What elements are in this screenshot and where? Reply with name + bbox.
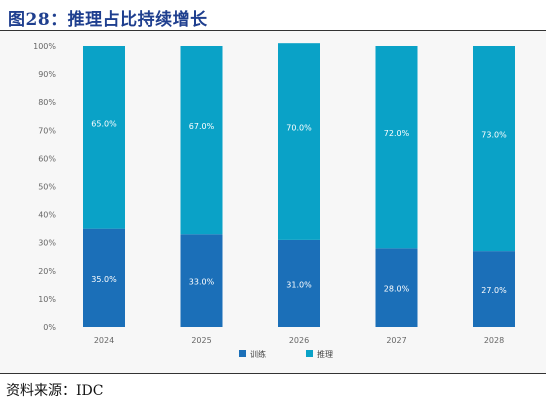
bar-segment-training [473, 251, 515, 327]
y-tick-label: 60% [38, 154, 56, 163]
bar-segment-training [375, 248, 418, 327]
bar-segment-training [278, 239, 320, 327]
data-label: 73.0% [481, 131, 507, 140]
y-tick-label: 20% [38, 267, 56, 276]
data-label: 28.0% [384, 285, 410, 294]
legend-swatch [306, 350, 313, 357]
bar-segment-inference [375, 46, 418, 249]
y-tick-label: 100% [33, 42, 56, 51]
data-label: 31.0% [286, 280, 312, 289]
source-note: 资料来源：IDC [6, 383, 104, 399]
bar-segment-inference [473, 46, 515, 252]
bottom-divider [0, 373, 546, 374]
data-label: 65.0% [91, 119, 117, 128]
data-label: 27.0% [481, 286, 507, 295]
x-tick-label: 2025 [191, 336, 211, 345]
x-tick-label: 2027 [386, 336, 406, 345]
y-tick-label: 0% [43, 323, 56, 332]
chart-area: 0% 10% 20% 30% 40% 50% 60% 70% 80% 90% 100% 35.0% 65… [0, 31, 546, 373]
data-label: 35.0% [91, 275, 117, 284]
data-label: 72.0% [384, 129, 410, 138]
y-tick-label: 50% [38, 183, 56, 192]
y-tick-label: 10% [38, 295, 56, 304]
y-tick-label: 90% [38, 70, 56, 79]
bar-segment-training [180, 234, 223, 327]
legend-swatch [239, 350, 246, 357]
legend-label: 推理 [317, 349, 333, 359]
x-tick-label: 2028 [484, 336, 504, 345]
y-tick-label: 70% [38, 126, 56, 135]
y-tick-label: 80% [38, 98, 56, 107]
bar-segment-inference [278, 43, 320, 240]
title-divider [0, 30, 546, 31]
data-label: 67.0% [189, 122, 215, 131]
bar-segment-inference [180, 46, 223, 235]
bar-segment-inference [83, 46, 125, 229]
legend-label: 训练 [250, 349, 266, 359]
x-tick-label: 2024 [94, 336, 114, 345]
data-label: 33.0% [189, 278, 215, 287]
y-tick-label: 40% [38, 211, 56, 220]
bar-segment-training [83, 228, 125, 327]
stacked-bar-chart: 0% 10% 20% 30% 40% 50% 60% 70% 80% 90% 100% 35.0% 65… [33, 42, 515, 359]
data-label: 70.0% [286, 124, 312, 133]
figure-title: 图28：推理占比持续增长 [8, 10, 208, 30]
x-tick-label: 2026 [289, 336, 309, 345]
y-tick-label: 30% [38, 239, 56, 248]
